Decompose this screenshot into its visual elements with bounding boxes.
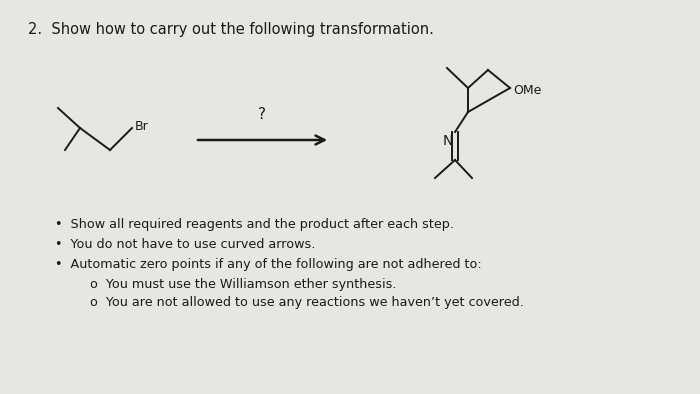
Text: OMe: OMe (513, 84, 541, 97)
Text: 2.  Show how to carry out the following transformation.: 2. Show how to carry out the following t… (28, 22, 434, 37)
Text: o  You are not allowed to use any reactions we haven’t yet covered.: o You are not allowed to use any reactio… (90, 296, 524, 309)
Text: ?: ? (258, 107, 266, 122)
Text: N: N (442, 134, 453, 148)
Text: Br: Br (135, 119, 148, 132)
Text: •  You do not have to use curved arrows.: • You do not have to use curved arrows. (55, 238, 316, 251)
Text: •  Automatic zero points if any of the following are not adhered to:: • Automatic zero points if any of the fo… (55, 258, 482, 271)
Text: o  You must use the Williamson ether synthesis.: o You must use the Williamson ether synt… (90, 278, 396, 291)
Text: •  Show all required reagents and the product after each step.: • Show all required reagents and the pro… (55, 218, 454, 231)
